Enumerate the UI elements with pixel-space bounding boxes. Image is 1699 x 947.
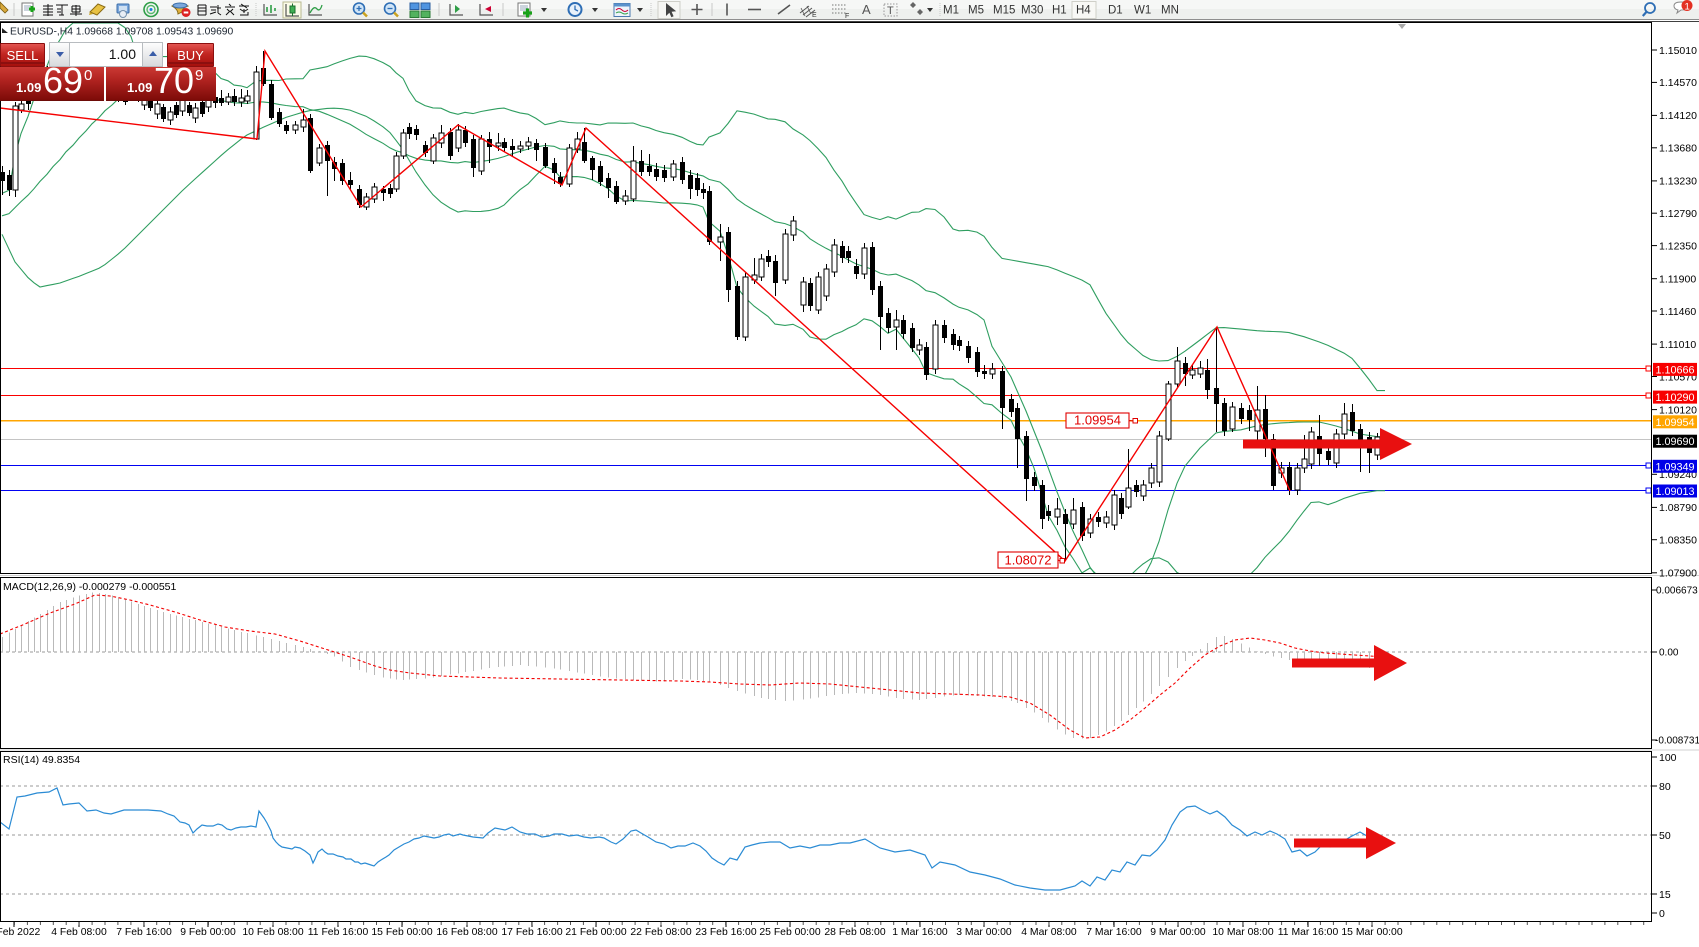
svg-text:1.08072: 1.08072 xyxy=(1005,553,1052,568)
svg-text:1: 1 xyxy=(1685,2,1690,13)
svg-text:9 Feb 00:00: 9 Feb 00:00 xyxy=(180,927,236,938)
svg-text:RSI(14) 49.8354: RSI(14) 49.8354 xyxy=(3,754,80,766)
svg-text:50: 50 xyxy=(1659,830,1671,842)
svg-text:1 Mar 16:00: 1 Mar 16:00 xyxy=(892,927,948,938)
svg-text:0.006673: 0.006673 xyxy=(1656,586,1698,597)
svg-text:15 Mar 00:00: 15 Mar 00:00 xyxy=(1341,927,1402,938)
svg-text:M1: M1 xyxy=(943,5,959,17)
svg-text:11 Mar 16:00: 11 Mar 16:00 xyxy=(1278,927,1339,938)
svg-text:0: 0 xyxy=(1659,908,1665,920)
svg-text:2 Feb 2022: 2 Feb 2022 xyxy=(0,927,41,938)
svg-text:1.11900: 1.11900 xyxy=(1659,274,1696,286)
svg-text:W1: W1 xyxy=(1134,5,1151,17)
svg-text:1.09954: 1.09954 xyxy=(1655,417,1694,429)
svg-text:1.09349: 1.09349 xyxy=(1655,461,1694,473)
svg-text:16 Feb 08:00: 16 Feb 08:00 xyxy=(436,927,497,938)
svg-text:1.09013: 1.09013 xyxy=(1655,486,1694,498)
svg-text:1.12350: 1.12350 xyxy=(1659,240,1697,252)
svg-text:4 Mar 08:00: 4 Mar 08:00 xyxy=(1021,927,1077,938)
svg-text:1.08790: 1.08790 xyxy=(1659,502,1697,514)
svg-text:25 Feb 00:00: 25 Feb 00:00 xyxy=(759,927,820,938)
svg-text:3 Mar 00:00: 3 Mar 00:00 xyxy=(956,927,1012,938)
svg-text:M15: M15 xyxy=(993,5,1015,17)
svg-text:1.10290: 1.10290 xyxy=(1655,392,1694,404)
svg-text:28 Feb 08:00: 28 Feb 08:00 xyxy=(824,927,885,938)
svg-text:H4: H4 xyxy=(1076,5,1091,17)
svg-text:A: A xyxy=(862,2,871,17)
svg-text:M30: M30 xyxy=(1021,5,1043,17)
svg-text:1.08350: 1.08350 xyxy=(1659,535,1697,547)
svg-text:EURUSD-,H4 1.09668 1.09708 1.: EURUSD-,H4 1.09668 1.09708 1.09543 1.096… xyxy=(10,27,234,38)
svg-text:0.00: 0.00 xyxy=(1659,648,1679,659)
svg-text:1.12790: 1.12790 xyxy=(1659,208,1697,220)
svg-text:H1: H1 xyxy=(1052,5,1067,17)
svg-text:MN: MN xyxy=(1161,5,1179,17)
svg-text:100: 100 xyxy=(1659,752,1677,764)
svg-text:15 Feb 00:00: 15 Feb 00:00 xyxy=(371,927,432,938)
svg-text:1.10666: 1.10666 xyxy=(1655,364,1694,376)
svg-text:11 Feb 16:00: 11 Feb 16:00 xyxy=(308,927,369,938)
svg-text:7 Mar 16:00: 7 Mar 16:00 xyxy=(1086,927,1142,938)
svg-text:1.14570: 1.14570 xyxy=(1659,77,1697,89)
svg-text:23 Feb 16:00: 23 Feb 16:00 xyxy=(695,927,756,938)
svg-text:M5: M5 xyxy=(968,5,984,17)
svg-text:15: 15 xyxy=(1659,889,1671,901)
svg-text:10 Feb 08:00: 10 Feb 08:00 xyxy=(242,927,303,938)
svg-text:4 Feb 08:00: 4 Feb 08:00 xyxy=(51,927,107,938)
svg-text:-0.008731: -0.008731 xyxy=(1655,736,1699,747)
svg-text:T: T xyxy=(887,5,894,17)
svg-text:80: 80 xyxy=(1659,781,1671,793)
svg-text:1.10120: 1.10120 xyxy=(1659,404,1697,416)
svg-text:F: F xyxy=(845,13,849,20)
svg-text:1.07900: 1.07900 xyxy=(1659,568,1697,580)
svg-text:17 Feb 16:00: 17 Feb 16:00 xyxy=(501,927,562,938)
svg-text:7 Feb 16:00: 7 Feb 16:00 xyxy=(116,927,172,938)
svg-text:MACD(12,26,9) -0.000279 -0.000: MACD(12,26,9) -0.000279 -0.000551 xyxy=(3,581,177,593)
svg-text:E: E xyxy=(812,12,817,19)
svg-text:1.13680: 1.13680 xyxy=(1659,143,1697,155)
svg-text:21 Feb 00:00: 21 Feb 00:00 xyxy=(565,927,626,938)
svg-text:1.14120: 1.14120 xyxy=(1659,110,1697,122)
svg-text:D1: D1 xyxy=(1108,5,1123,17)
svg-text:10 Mar 08:00: 10 Mar 08:00 xyxy=(1212,927,1273,938)
svg-text:1.11010: 1.11010 xyxy=(1659,339,1696,351)
svg-text:9 Mar 00:00: 9 Mar 00:00 xyxy=(1150,927,1206,938)
svg-text:1.11460: 1.11460 xyxy=(1659,306,1696,318)
svg-text:22 Feb 08:00: 22 Feb 08:00 xyxy=(630,927,691,938)
svg-text:1.15010: 1.15010 xyxy=(1659,45,1697,57)
svg-text:1.13230: 1.13230 xyxy=(1659,176,1697,188)
svg-text:1.09954: 1.09954 xyxy=(1074,413,1121,428)
svg-text:1.09690: 1.09690 xyxy=(1655,436,1694,448)
